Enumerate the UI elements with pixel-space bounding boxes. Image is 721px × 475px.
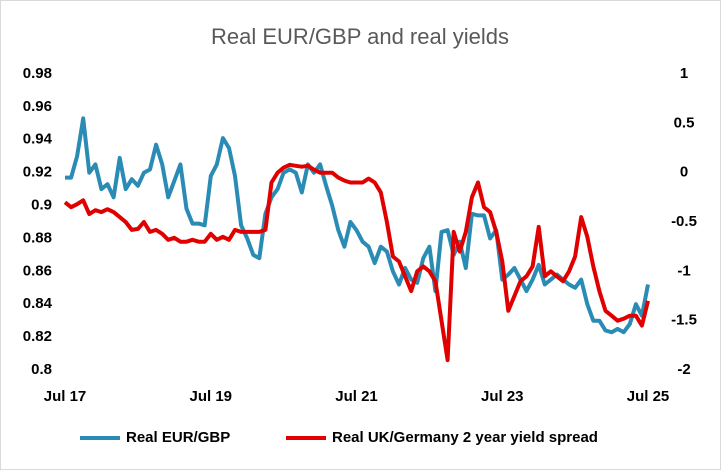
y2-tick-label: -1 (677, 262, 690, 279)
y-tick-label: 0.82 (23, 328, 52, 345)
y-tick-label: 0.98 (23, 65, 52, 82)
x-tick-label: Jul 19 (189, 388, 232, 405)
series-line (63, 162, 650, 363)
chart-title: Real EUR/GBP and real yields (211, 24, 509, 49)
y-tick-label: 0.86 (23, 262, 52, 279)
y-tick-label: 0.96 (23, 98, 52, 115)
y-tick-label: 0.9 (31, 197, 52, 214)
y2-tick-label: 0.5 (674, 114, 695, 131)
y2-tick-label: 0 (680, 164, 688, 181)
x-tick-label: Jul 23 (481, 388, 524, 405)
y-tick-label: 0.8 (31, 361, 52, 378)
y2-tick-label: -0.5 (671, 213, 697, 230)
y2-tick-label: 1 (680, 65, 688, 82)
y2-tick-label: -2 (677, 361, 690, 378)
series-line (65, 116, 650, 335)
x-tick-label: Jul 25 (627, 388, 670, 405)
x-tick-label: Jul 17 (44, 388, 87, 405)
legend-label: Real EUR/GBP (126, 429, 230, 446)
y-tick-label: 0.94 (23, 131, 53, 148)
legend-label: Real UK/Germany 2 year yield spread (332, 429, 598, 446)
y-tick-label: 0.84 (23, 295, 53, 312)
y-tick-label: 0.92 (23, 164, 52, 181)
y2-tick-label: -1.5 (671, 312, 697, 329)
x-tick-label: Jul 21 (335, 388, 378, 405)
y-tick-label: 0.88 (23, 229, 52, 246)
